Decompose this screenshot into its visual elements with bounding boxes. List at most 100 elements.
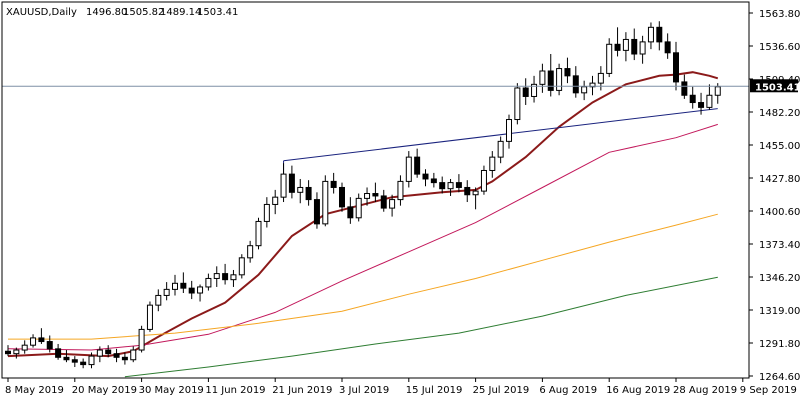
candle-body [146, 304, 153, 330]
candle [547, 54, 554, 97]
candle [230, 269, 237, 287]
candle-body [539, 70, 546, 85]
candle [581, 80, 588, 101]
y-tick-label: 1563.80 [759, 9, 800, 20]
candle [5, 345, 11, 357]
x-tick-label: 21 Jun 2019 [272, 385, 332, 396]
candle [172, 274, 178, 296]
candle [288, 165, 295, 199]
candle [80, 358, 87, 369]
high-value: 1505.82 [123, 7, 164, 18]
candle-body [639, 41, 646, 55]
candle [313, 192, 320, 229]
candle-body [205, 277, 212, 288]
candle [322, 175, 329, 227]
x-tick-label: 15 Jul 2019 [406, 385, 463, 396]
candle-body [247, 245, 254, 259]
candle [146, 301, 153, 332]
candle [564, 57, 571, 84]
candle [88, 352, 95, 369]
x-tick-label: 16 Aug 2019 [606, 385, 670, 396]
x-tick-label: 8 May 2019 [5, 385, 64, 396]
candle-body [447, 182, 454, 190]
candle-body [430, 178, 437, 184]
candle-body [397, 180, 404, 201]
candle-body [222, 273, 229, 281]
candle-body [355, 197, 362, 219]
candle [138, 325, 145, 353]
candle [464, 180, 471, 203]
candle-body [213, 273, 220, 279]
candle [622, 32, 629, 62]
candle-body [422, 173, 429, 180]
candle-body [280, 173, 287, 198]
candle-body [96, 349, 103, 357]
candles [5, 21, 721, 369]
candle-body [105, 349, 112, 355]
candle [380, 189, 387, 212]
candle-body [63, 356, 70, 361]
candle [297, 178, 304, 204]
candle [472, 187, 479, 210]
candle-body [522, 87, 529, 97]
candle [105, 345, 112, 358]
current-price-label-bg [750, 79, 798, 93]
candle-body [380, 195, 387, 209]
candle-body [405, 156, 412, 182]
candle [21, 340, 28, 354]
candle [222, 263, 229, 285]
current-price-label-text: 1503.41 [755, 82, 800, 93]
candle-body [547, 70, 554, 91]
candle-body [313, 199, 320, 225]
candle-body [389, 199, 396, 209]
candle [673, 41, 679, 91]
candle-body [439, 182, 446, 190]
candle-body [197, 286, 204, 294]
candle [489, 151, 496, 178]
candle-body [272, 196, 279, 205]
candle-body [80, 361, 87, 366]
candle [606, 38, 613, 78]
x-tick-label: 25 Jul 2019 [473, 385, 530, 396]
candle-body [631, 38, 638, 55]
candle [689, 86, 696, 109]
candle [614, 27, 621, 57]
candle-body [664, 41, 671, 54]
candle [38, 328, 45, 344]
candle-body [581, 86, 588, 94]
candle-body [297, 186, 304, 193]
candle-body [372, 193, 379, 197]
candle [272, 189, 279, 215]
candle [305, 180, 312, 206]
candle-body [564, 68, 571, 77]
candle [506, 114, 512, 149]
candle-body [330, 180, 337, 188]
candle-body [255, 220, 262, 247]
candle-body [689, 94, 696, 104]
candle-body [673, 52, 679, 83]
candle-body [21, 344, 28, 351]
candle-body [364, 193, 371, 199]
candle-body [238, 257, 245, 276]
y-tick-label: 1482.20 [759, 108, 800, 119]
candle-body [622, 38, 629, 51]
y-tick-label: 1319.00 [759, 306, 800, 317]
candle-body [597, 72, 604, 84]
candle [96, 346, 103, 363]
candle-body [113, 353, 120, 358]
candle-body [681, 81, 688, 96]
open-value: 1496.80 [86, 7, 127, 18]
candle-body [647, 26, 654, 43]
candle-body [514, 87, 521, 121]
candle [280, 163, 287, 203]
x-tick-label: 30 May 2019 [139, 385, 204, 396]
candle [155, 289, 162, 312]
symbol-label: XAUUSD,Daily [6, 7, 77, 18]
candle-body [480, 169, 487, 192]
candle-body [497, 140, 504, 158]
candle-body [163, 288, 170, 296]
y-tick-label: 1400.60 [759, 207, 800, 218]
candle [46, 335, 53, 353]
